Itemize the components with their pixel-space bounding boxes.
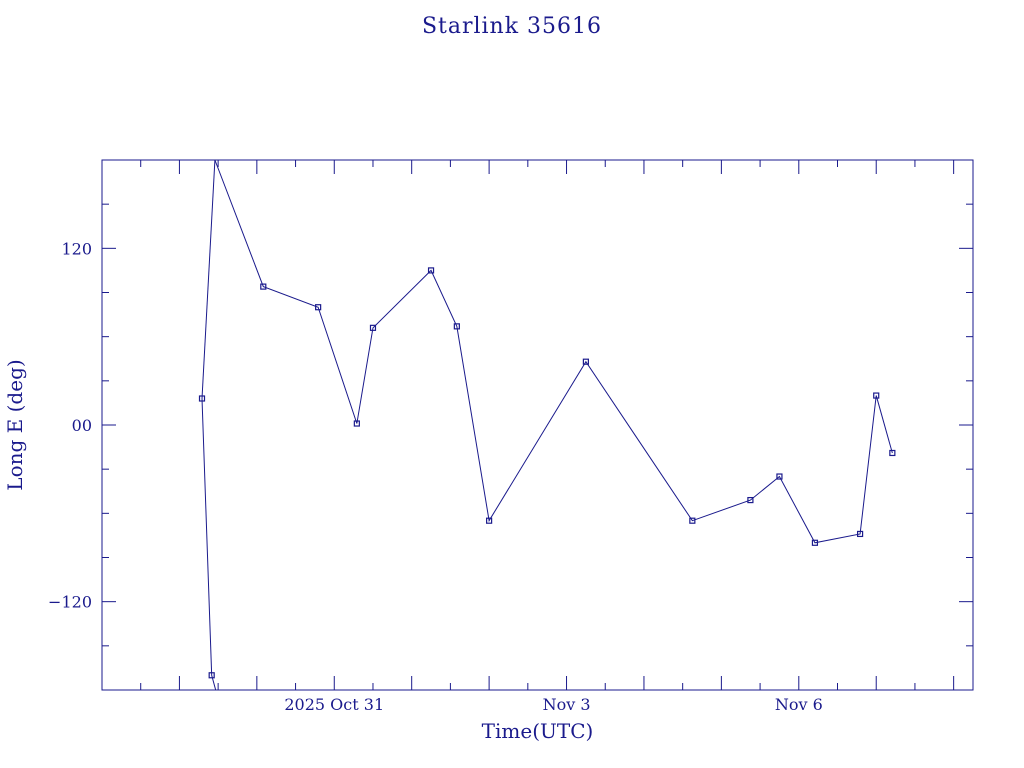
data-point	[486, 517, 493, 524]
x-tick-labels: 2025 Oct 31 Nov 3 Nov 6	[284, 695, 822, 714]
plot-frame	[101, 159, 974, 691]
data-point	[689, 517, 696, 524]
data-point	[353, 420, 360, 427]
x-tick-label: Nov 6	[775, 695, 823, 714]
data-point	[369, 324, 377, 331]
y-tick-labels: 120 00 −120	[48, 239, 92, 611]
x-tick-label: 2025 Oct 31	[284, 695, 384, 714]
series-wrap-segment	[201, 159, 216, 399]
data-point	[873, 392, 880, 399]
data-point	[208, 672, 215, 679]
data-point	[198, 395, 206, 402]
data-point	[315, 304, 322, 311]
data-point	[747, 496, 754, 504]
y-tick-label: 120	[61, 239, 92, 258]
x-axis-title: Time(UTC)	[482, 719, 594, 743]
data-point	[856, 530, 864, 538]
series-line	[201, 159, 893, 691]
data-point	[427, 267, 435, 274]
data-point	[582, 358, 589, 365]
data-point	[776, 473, 783, 480]
y-axis-title: Long E (deg)	[3, 359, 27, 490]
y-tick-label: 00	[72, 416, 92, 435]
data-point	[889, 449, 896, 457]
y-tick-label: −120	[48, 593, 92, 612]
data-point	[811, 539, 819, 546]
series-group	[198, 159, 896, 691]
chart-title: Starlink 35616	[421, 14, 603, 39]
x-tick-label: Nov 3	[543, 695, 591, 714]
tick-marks	[102, 160, 973, 690]
data-point	[260, 283, 267, 290]
data-point	[453, 323, 460, 330]
